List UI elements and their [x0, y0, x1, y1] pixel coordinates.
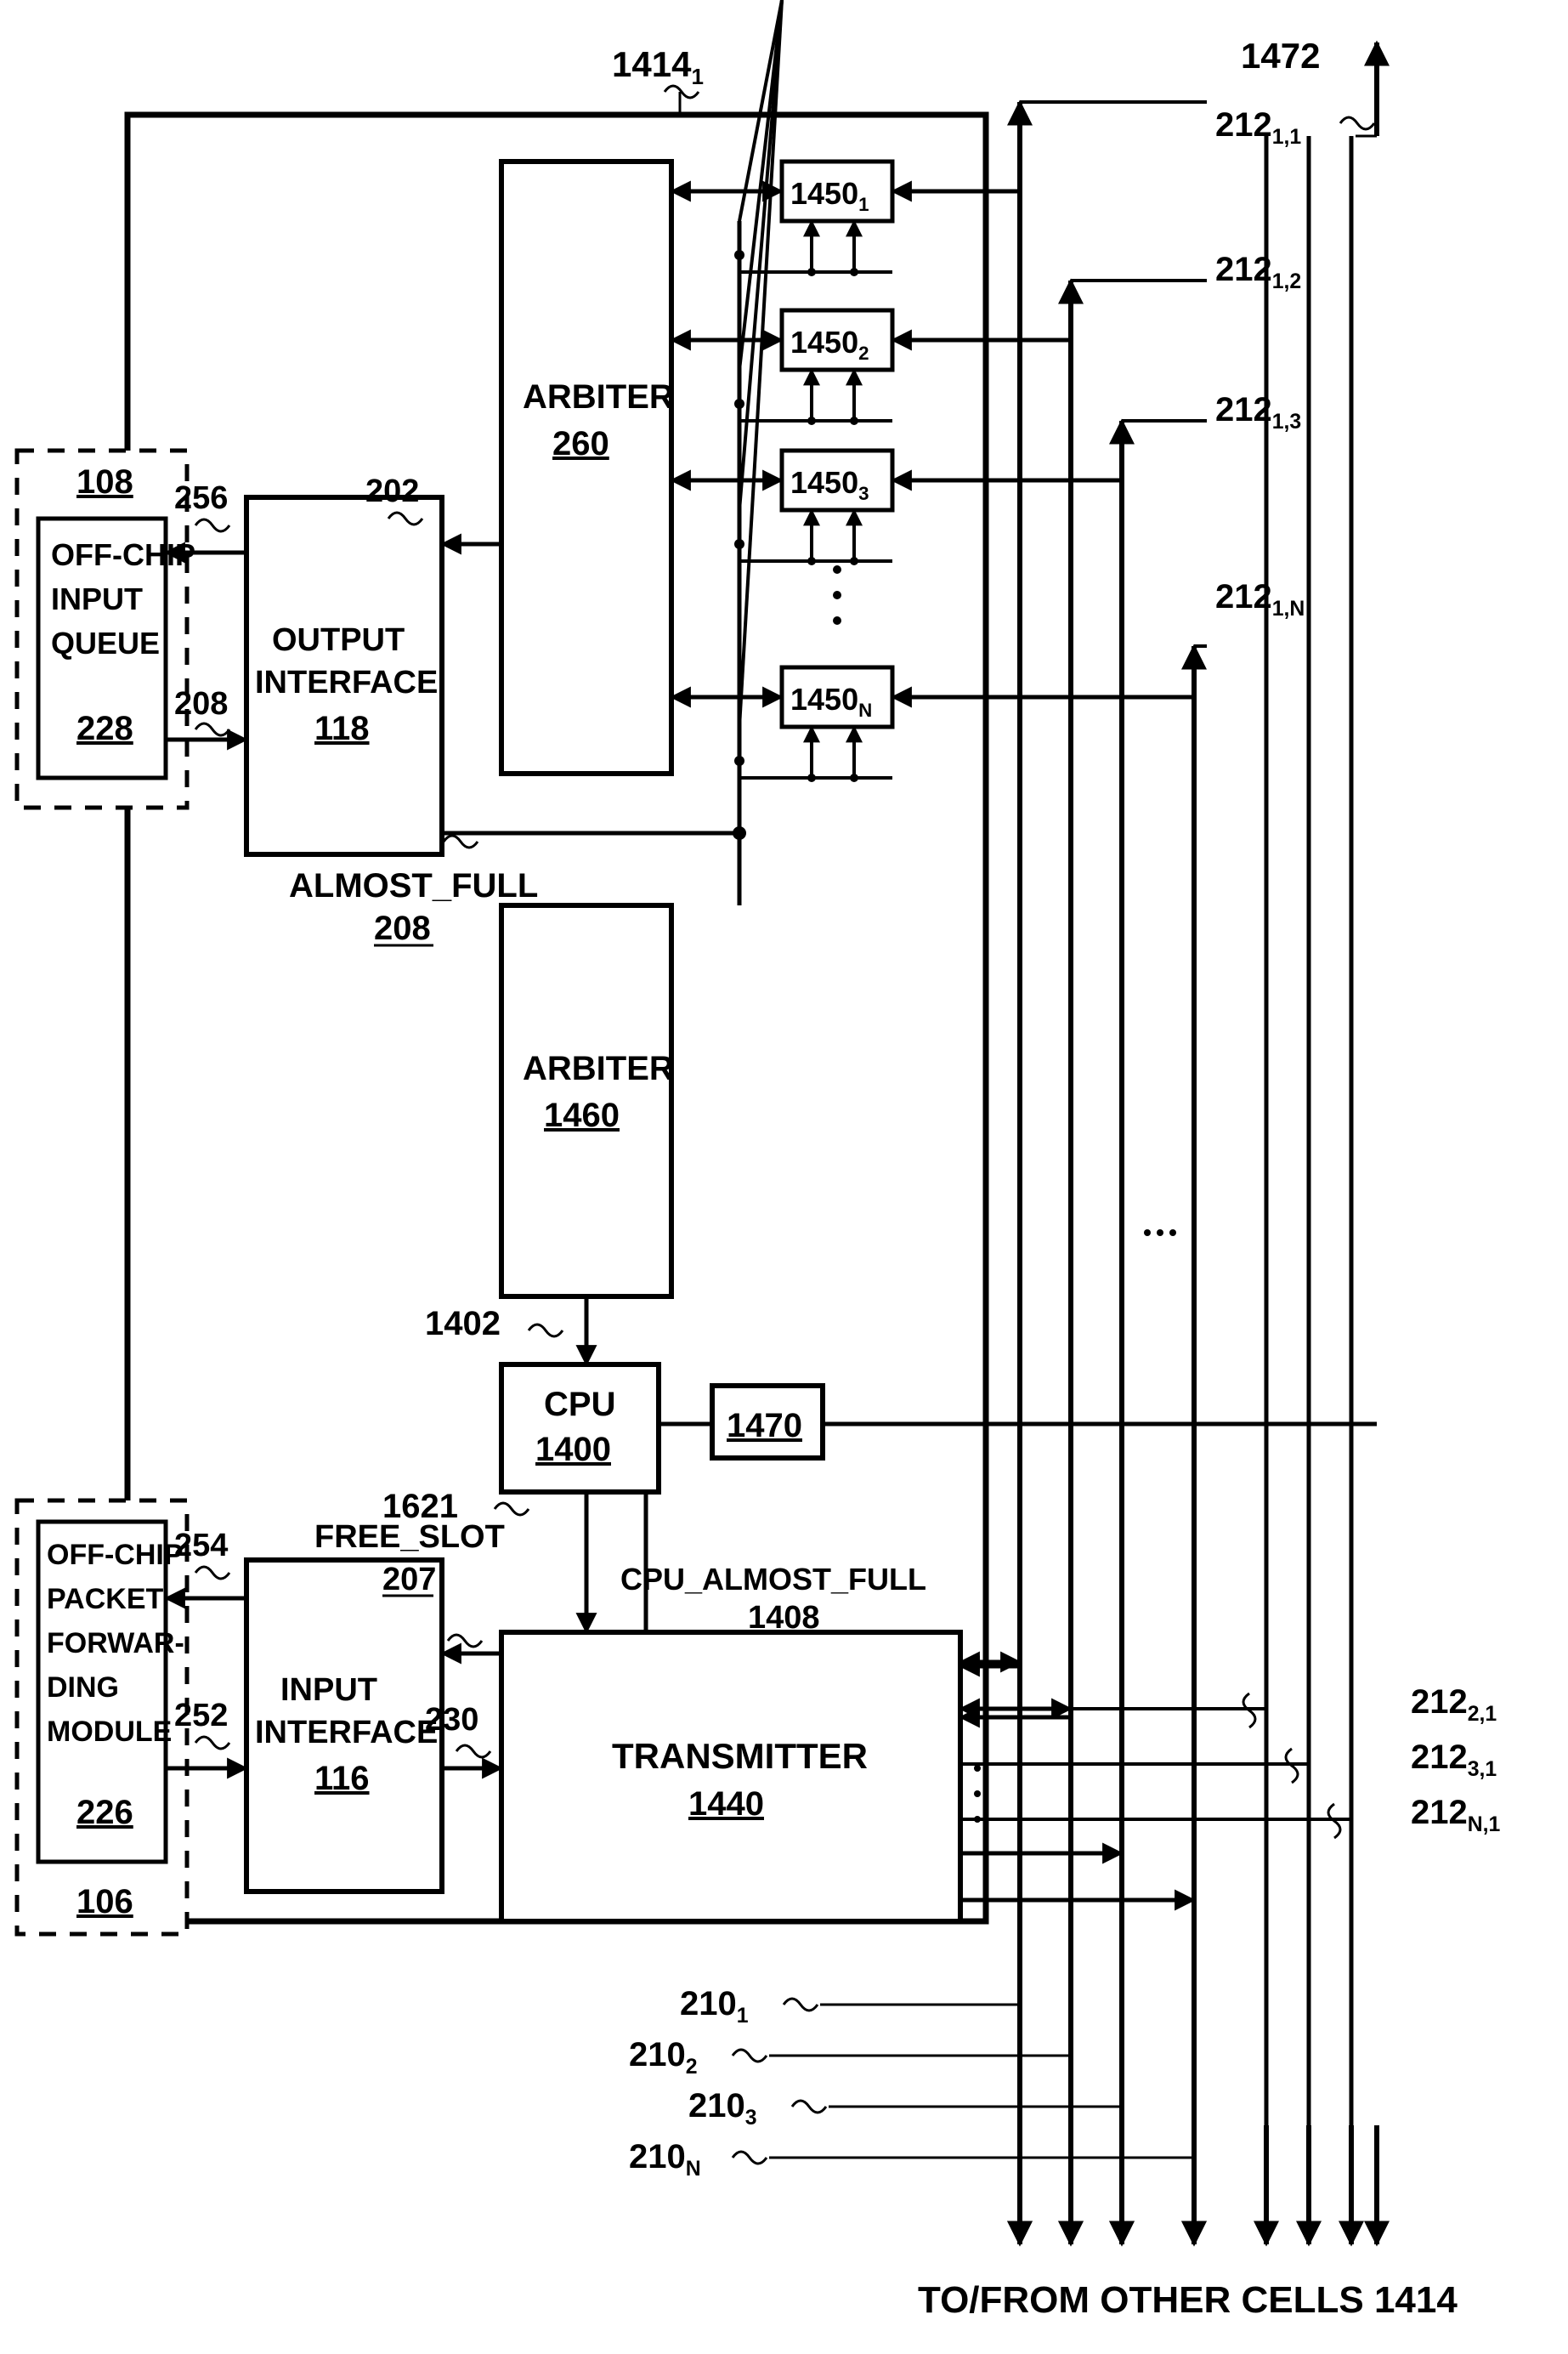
- ref-106: 106: [76, 1883, 133, 1920]
- label-212-top: 2121,1: [1215, 106, 1301, 149]
- label-210: 2102: [629, 2036, 698, 2079]
- label-212-top: 2121,N: [1215, 578, 1305, 621]
- label-1414-1: 14141: [612, 44, 704, 89]
- label-212-right: 212N,1: [1411, 1794, 1501, 1836]
- label: 1408: [748, 1600, 820, 1636]
- label-202: 202: [365, 474, 419, 509]
- label: 1460: [544, 1097, 620, 1134]
- label-210: 210N: [629, 2138, 701, 2181]
- label-230: 230: [425, 1702, 478, 1738]
- label: 260: [552, 425, 609, 462]
- label-252: 252: [174, 1698, 228, 1733]
- cpu-1400: [501, 1364, 659, 1492]
- label: INPUT: [280, 1672, 377, 1708]
- label: 116: [314, 1760, 370, 1797]
- ref-226: 226: [76, 1794, 133, 1831]
- offchip-bot-line: MODULE: [47, 1716, 172, 1748]
- ref-1450: 14502: [790, 325, 869, 364]
- label-208: 208: [174, 686, 228, 722]
- ref-228: 228: [76, 710, 133, 747]
- label: INTERFACE: [255, 665, 438, 701]
- label: 118: [314, 710, 370, 747]
- offchip-top-line: QUEUE: [51, 626, 160, 661]
- label-256: 256: [174, 480, 228, 516]
- label: ARBITER: [523, 378, 674, 416]
- ref-108: 108: [76, 463, 133, 501]
- arbiter-260: [501, 162, 671, 774]
- ref-1450: 14501: [790, 176, 869, 215]
- label-210: 2101: [680, 1985, 749, 2028]
- label-210: 2103: [688, 2087, 757, 2130]
- label-212-right: 2123,1: [1411, 1739, 1497, 1781]
- label: TRANSMITTER: [612, 1736, 868, 1776]
- offchip-bot-line: OFF-CHIP: [47, 1539, 184, 1571]
- label: 1400: [535, 1431, 611, 1468]
- label-1472: 1472: [1241, 36, 1320, 76]
- caption-bottom: TO/FROM OTHER CELLS 1414: [918, 2279, 1458, 2321]
- label-212-top: 2121,3: [1215, 391, 1301, 434]
- ref-1450: 14503: [790, 465, 869, 504]
- label-212-right: 2122,1: [1411, 1683, 1497, 1726]
- label-212-top: 2121,2: [1215, 251, 1301, 293]
- label-free-slot: FREE_SLOT: [314, 1519, 505, 1555]
- offchip-bot-line: DING: [47, 1671, 119, 1704]
- label: ARBITER: [523, 1050, 674, 1087]
- label: 208: [374, 910, 431, 947]
- label-almost-full: ALMOST_FULL: [289, 867, 538, 905]
- label: CPU: [544, 1386, 615, 1423]
- label: OUTPUT: [272, 622, 405, 658]
- label: INTERFACE: [255, 1715, 438, 1750]
- label-1402: 1402: [425, 1305, 501, 1342]
- label-cpu-af: CPU_ALMOST_FULL: [620, 1562, 926, 1597]
- label-254: 254: [174, 1528, 228, 1563]
- label: 1440: [688, 1785, 764, 1823]
- offchip-bot-line: PACKET: [47, 1583, 163, 1615]
- label: 1470: [727, 1407, 802, 1444]
- offchip-bot-line: FORWAR-: [47, 1627, 184, 1659]
- offchip-top-line: INPUT: [51, 581, 143, 616]
- label: 207: [382, 1562, 436, 1597]
- transmitter-1440: [501, 1632, 960, 1921]
